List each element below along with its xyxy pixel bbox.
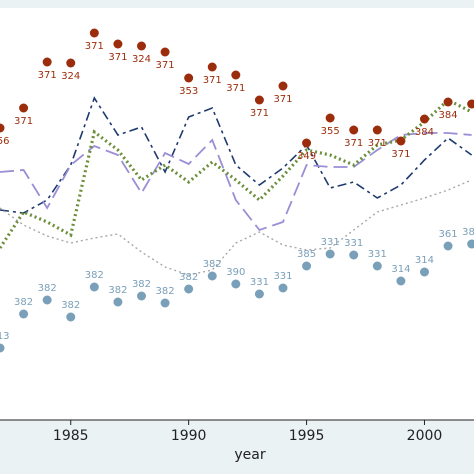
line-series xyxy=(0,96,473,214)
point-label: 382 xyxy=(462,227,474,238)
point xyxy=(42,295,52,305)
point-label: 371 xyxy=(203,75,222,86)
point-label: 353 xyxy=(179,86,198,97)
point-label: 356 xyxy=(0,136,10,147)
point-label: 384 xyxy=(415,127,434,138)
point xyxy=(136,291,146,301)
point xyxy=(184,284,194,294)
point-label: 382 xyxy=(38,283,57,294)
point-label: 314 xyxy=(415,255,434,266)
point xyxy=(231,279,241,289)
point-label: 355 xyxy=(321,126,340,137)
point-label: 349 xyxy=(297,151,316,162)
point-label: 371 xyxy=(273,94,292,105)
point xyxy=(66,58,76,68)
point xyxy=(160,298,170,308)
point xyxy=(443,241,453,251)
point-label: 382 xyxy=(61,300,80,311)
point xyxy=(113,297,123,307)
point xyxy=(372,125,382,135)
point xyxy=(113,39,123,49)
point xyxy=(467,99,474,109)
line-series xyxy=(0,132,472,232)
point xyxy=(207,271,217,281)
point xyxy=(419,267,429,277)
point-label: 384 xyxy=(439,110,458,121)
point xyxy=(443,97,453,107)
x-tick-label: 1985 xyxy=(53,428,89,444)
point xyxy=(160,47,170,57)
point xyxy=(0,123,5,133)
point xyxy=(42,57,52,67)
point xyxy=(89,28,99,38)
point xyxy=(66,312,76,322)
plot-area xyxy=(0,8,474,420)
line-series xyxy=(0,98,473,249)
point-label: 371 xyxy=(368,138,387,149)
point-label: 382 xyxy=(14,297,33,308)
point-label: 331 xyxy=(321,237,340,248)
point xyxy=(207,62,217,72)
x-tick-label: 1995 xyxy=(289,428,325,444)
point-label: 371 xyxy=(38,70,57,81)
point-label: 382 xyxy=(108,285,127,296)
point-label: 371 xyxy=(156,60,175,71)
x-tick-label: 1990 xyxy=(171,428,207,444)
point-label: 390 xyxy=(226,267,245,278)
point-label: 371 xyxy=(226,83,245,94)
point-label: 371 xyxy=(344,138,363,149)
point-label: 413 xyxy=(0,331,10,342)
point-label: 371 xyxy=(250,108,269,119)
point-label: 371 xyxy=(85,41,104,52)
point xyxy=(396,136,406,146)
point-label: 382 xyxy=(156,286,175,297)
point xyxy=(349,125,359,135)
point xyxy=(302,138,312,148)
point-label: 324 xyxy=(61,71,80,82)
point-label: 331 xyxy=(273,271,292,282)
point xyxy=(0,343,5,353)
point xyxy=(89,282,99,292)
point-label: 382 xyxy=(179,272,198,283)
point xyxy=(136,41,146,51)
point xyxy=(396,276,406,286)
point xyxy=(419,114,429,124)
x-axis-label: year xyxy=(234,447,265,463)
point-label: 331 xyxy=(344,238,363,249)
point-label: 331 xyxy=(368,249,387,260)
point-label: 385 xyxy=(297,249,316,260)
point xyxy=(19,103,29,113)
x-tick-label: 2000 xyxy=(407,428,443,444)
point xyxy=(325,113,335,123)
point-label: 324 xyxy=(132,54,151,65)
point xyxy=(231,70,241,80)
point xyxy=(278,81,288,91)
point-label: 314 xyxy=(391,264,410,275)
point-label: 382 xyxy=(203,259,222,270)
point-label: 331 xyxy=(250,277,269,288)
line-series xyxy=(0,179,472,276)
point-label: 371 xyxy=(108,52,127,63)
point xyxy=(349,250,359,260)
point xyxy=(254,95,264,105)
point xyxy=(325,249,335,259)
point xyxy=(278,283,288,293)
point-label: 361 xyxy=(439,229,458,240)
point-label: 382 xyxy=(132,279,151,290)
point xyxy=(184,73,194,83)
point xyxy=(302,261,312,271)
point xyxy=(254,289,264,299)
point xyxy=(372,261,382,271)
point xyxy=(467,239,474,249)
point-label: 371 xyxy=(14,116,33,127)
point xyxy=(19,309,29,319)
point-label: 382 xyxy=(85,270,104,281)
point-label: 371 xyxy=(391,149,410,160)
